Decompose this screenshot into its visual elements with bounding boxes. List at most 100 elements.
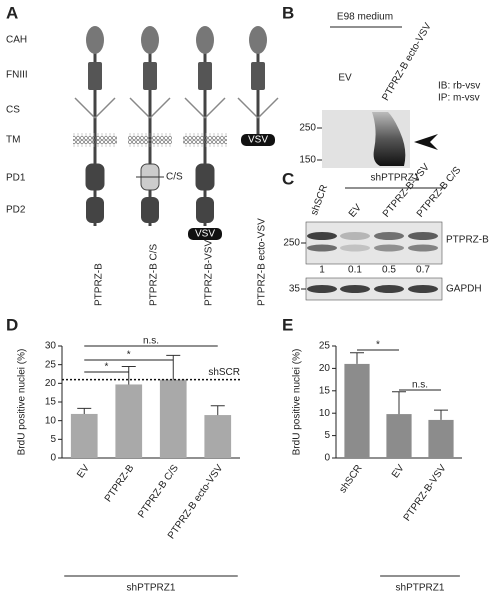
significance-label: *: [376, 340, 380, 351]
x-tick-label: EV: [75, 463, 92, 481]
group-label: shPTPRZ1: [396, 583, 445, 594]
x-tick-label: PTPRZ-B-VSV: [402, 463, 449, 524]
construct-label: PTPRZ-B C/S: [149, 243, 160, 306]
cs-domain: [74, 97, 116, 119]
blot: [305, 221, 443, 265]
fniii-domain: [251, 62, 265, 90]
blot-header: E98 medium: [337, 12, 393, 23]
bar: [159, 379, 187, 458]
y-tick-label: 25: [319, 341, 331, 352]
y-axis-label: BrdU positive nuclei (%): [292, 349, 303, 456]
pd2-domain: [196, 197, 214, 223]
error-bar: [166, 354, 181, 380]
group-label: shPTPRZ1: [127, 583, 176, 594]
fniii-domain: [198, 62, 212, 90]
cs-domain: [129, 97, 171, 119]
pd2-domain: [86, 197, 104, 223]
domain-label: PD2: [6, 205, 26, 216]
pd1-domain: [85, 163, 105, 191]
y-tick-label: 20: [45, 378, 57, 389]
cs-domain: [184, 97, 226, 119]
blot-band: [374, 232, 404, 240]
y-tick-label: 0: [50, 453, 56, 464]
bar: [70, 413, 98, 458]
blot-band: [340, 244, 370, 252]
panel-b: B E98 medium EV PTPRZ-B ecto-VSV 250 150…: [282, 3, 480, 168]
domain-label: TM: [6, 135, 20, 146]
error-bar: [121, 366, 136, 385]
y-tick-label: 5: [50, 434, 56, 445]
blot-band: [340, 232, 370, 240]
y-tick-label: 5: [324, 430, 330, 441]
cah-domain: [249, 26, 267, 54]
marker: 150: [299, 155, 316, 166]
pd1-domain: [195, 163, 215, 191]
significance-label: n.s.: [143, 336, 159, 347]
y-tick-label: 15: [319, 385, 331, 396]
membrane: [183, 133, 227, 147]
mutation-label: C/S: [166, 172, 183, 183]
membrane: [128, 133, 172, 147]
panel-letter: E: [282, 315, 293, 334]
panel-letter: B: [282, 3, 294, 22]
blot-band: [307, 244, 337, 252]
significance-label: n.s.: [412, 380, 428, 391]
panel-e: E 0 5 10 15 20 25 BrdU positive nuclei (%) shSC…: [282, 315, 462, 594]
y-axis-label: BrdU positive nuclei (%): [17, 349, 28, 456]
y-tick-label: 20: [319, 363, 331, 374]
cah-domain: [86, 26, 104, 54]
quantification: 1: [319, 265, 325, 276]
error-bar: [434, 409, 448, 420]
y-tick-label: 25: [45, 359, 57, 370]
construct-label: PTPRZ-B: [94, 263, 105, 306]
fniii-domain: [143, 62, 157, 90]
vsv-label: VSV: [248, 135, 268, 146]
blot-band: [408, 285, 438, 293]
bar: [428, 419, 454, 458]
x-tick-label: shSCR: [337, 463, 364, 495]
vsv-tag: [188, 228, 222, 240]
cah-domain: [141, 26, 159, 54]
blot-note: IB: rb-vsv: [438, 81, 480, 92]
membrane: [73, 133, 117, 147]
blot-band: [374, 244, 404, 252]
bar: [115, 384, 143, 458]
y-tick-label: 30: [45, 341, 57, 352]
vsv-tag: [241, 134, 275, 146]
lane-label: shSCR: [309, 183, 330, 217]
bar: [386, 414, 412, 458]
error-bar: [392, 391, 406, 415]
domain-label: CAH: [6, 35, 27, 46]
x-tick-label: PTPRZ-B C/S: [136, 463, 181, 521]
blot-header: shPTPRZ1: [371, 173, 420, 184]
bar: [204, 415, 232, 458]
marker: 250: [299, 123, 316, 134]
panel-letter: A: [6, 3, 18, 22]
blot-band: [307, 285, 337, 293]
band-label: PTPRZ-B: [446, 235, 489, 246]
panel-letter: D: [6, 315, 18, 334]
domain-label: PD1: [6, 173, 26, 184]
cs-domain: [237, 97, 279, 119]
quantification: 0.7: [416, 265, 430, 276]
blot-note: IP: m-vsv: [438, 93, 480, 104]
y-tick-label: 10: [45, 415, 57, 426]
panel-d: D 0 5 10 15 20 25 30 BrdU positive nuclei (%) EV…: [6, 315, 240, 594]
panel-c: C shPTPRZ1 PTPRZ-B GAPDH 250 35 shSCR 1 EV…: [282, 162, 489, 301]
blot-band: [374, 285, 404, 293]
construct-label: PTPRZ-B-VSV: [204, 240, 215, 306]
domain-label: CS: [6, 105, 20, 116]
band-label: GAPDH: [446, 284, 482, 295]
error-bar: [350, 352, 364, 364]
quantification: 0.1: [348, 265, 362, 276]
lane-label: EV: [347, 202, 364, 220]
significance-label: *: [105, 362, 109, 373]
vsv-label: VSV: [195, 229, 215, 240]
y-tick-label: 0: [324, 453, 330, 464]
fniii-domain: [88, 62, 102, 90]
reference-label: shSCR: [208, 367, 240, 378]
cah-domain: [196, 26, 214, 54]
quantification: 0.5: [382, 265, 396, 276]
panel-letter: C: [282, 169, 294, 188]
